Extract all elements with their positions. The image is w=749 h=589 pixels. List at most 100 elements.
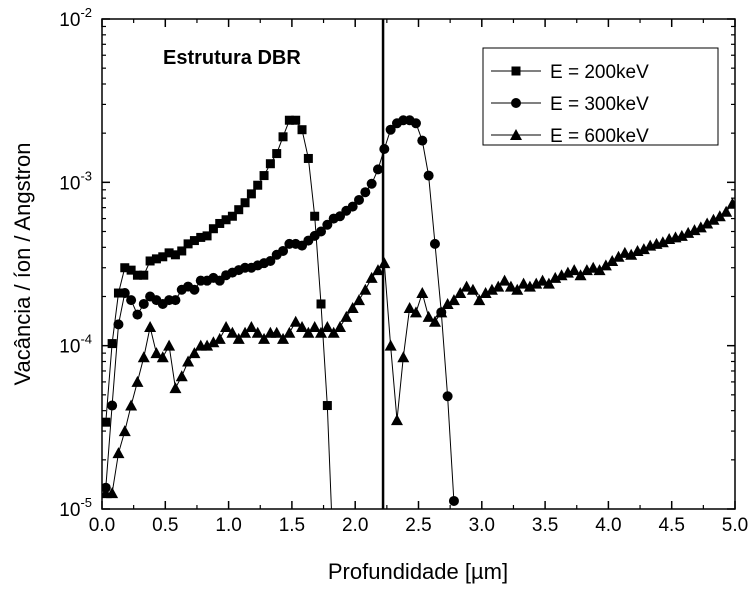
data-point bbox=[177, 246, 187, 256]
legend-marker bbox=[511, 66, 521, 76]
data-point bbox=[340, 310, 353, 322]
x-tick-label: 3.5 bbox=[532, 515, 558, 536]
data-point bbox=[258, 332, 271, 344]
data-point bbox=[447, 294, 460, 306]
data-point bbox=[448, 495, 459, 506]
data-point bbox=[221, 215, 231, 225]
data-point bbox=[196, 232, 206, 242]
data-point bbox=[316, 226, 327, 237]
data-point bbox=[397, 351, 410, 363]
data-point bbox=[164, 248, 174, 258]
data-point bbox=[265, 255, 276, 266]
data-point bbox=[296, 321, 309, 333]
data-point bbox=[138, 298, 149, 309]
data-point bbox=[442, 391, 453, 402]
data-point bbox=[169, 382, 182, 394]
legend-label: E = 300keV bbox=[550, 94, 649, 115]
data-point bbox=[422, 310, 435, 322]
data-point bbox=[352, 294, 365, 306]
series-circle bbox=[102, 115, 459, 506]
data-point bbox=[126, 295, 137, 306]
data-point bbox=[568, 264, 581, 276]
data-point bbox=[473, 294, 486, 306]
data-point bbox=[454, 287, 467, 299]
legend-marker bbox=[510, 129, 522, 140]
data-point bbox=[102, 417, 111, 427]
data-point bbox=[278, 245, 289, 256]
x-tick-label: 4.5 bbox=[658, 515, 684, 536]
data-point bbox=[283, 326, 296, 338]
data-point bbox=[158, 252, 168, 262]
legend-marker bbox=[511, 98, 521, 108]
data-point bbox=[517, 277, 530, 289]
y-tick-label: 10-5 bbox=[59, 495, 92, 521]
data-point bbox=[409, 306, 422, 318]
data-point bbox=[504, 280, 517, 292]
data-point bbox=[310, 211, 320, 221]
data-point bbox=[416, 287, 429, 299]
data-point bbox=[156, 351, 169, 363]
data-point bbox=[251, 326, 264, 338]
data-point bbox=[612, 250, 625, 262]
y-tick-label: 10-2 bbox=[59, 5, 92, 31]
data-point bbox=[278, 132, 288, 142]
data-point bbox=[321, 321, 334, 333]
legend: E = 200keV E = 300keV E = 600keV bbox=[482, 47, 719, 147]
data-point bbox=[175, 370, 188, 382]
data-point bbox=[272, 149, 282, 159]
data-point bbox=[239, 326, 252, 338]
data-point bbox=[119, 288, 130, 299]
data-point bbox=[150, 347, 163, 359]
data-point bbox=[707, 213, 720, 225]
data-point bbox=[125, 399, 138, 411]
data-point bbox=[182, 355, 195, 367]
data-point bbox=[277, 332, 290, 344]
data-point bbox=[417, 135, 428, 146]
data-point bbox=[429, 238, 440, 249]
data-point bbox=[144, 321, 157, 333]
data-point bbox=[523, 280, 536, 292]
x-tick-label: 0.0 bbox=[89, 515, 115, 536]
data-point bbox=[315, 326, 328, 338]
data-point bbox=[423, 170, 434, 181]
data-point bbox=[485, 283, 498, 295]
data-point bbox=[346, 302, 359, 314]
data-point bbox=[682, 226, 695, 238]
data-point bbox=[726, 197, 735, 209]
data-point bbox=[189, 236, 199, 246]
data-point bbox=[322, 219, 333, 230]
y-tick-label: 10-3 bbox=[59, 168, 92, 194]
ticks-layer: 0.0 0.5 1.0 1.5 2.0 2.5 3.0 3.5 4.0 4.5 5.0 10-5 10-… bbox=[59, 5, 748, 536]
data-point bbox=[112, 447, 125, 459]
data-point bbox=[188, 347, 201, 359]
data-point bbox=[232, 332, 245, 344]
data-point bbox=[151, 254, 161, 264]
data-point bbox=[113, 319, 124, 330]
x-tick-label: 1.0 bbox=[215, 515, 241, 536]
data-point bbox=[131, 375, 144, 387]
data-point bbox=[240, 198, 250, 208]
x-tick-label: 5.0 bbox=[722, 515, 748, 536]
data-point bbox=[435, 306, 448, 318]
data-point bbox=[334, 321, 347, 333]
data-point bbox=[542, 277, 555, 289]
data-point bbox=[694, 221, 707, 233]
data-point bbox=[291, 115, 301, 125]
series-layer bbox=[102, 115, 735, 509]
data-point bbox=[113, 288, 123, 298]
data-point bbox=[316, 299, 326, 309]
data-point bbox=[353, 194, 364, 205]
data-point bbox=[574, 269, 587, 281]
data-point bbox=[107, 400, 118, 411]
data-point bbox=[384, 339, 397, 351]
data-point bbox=[441, 297, 454, 309]
data-point bbox=[303, 153, 313, 163]
data-point bbox=[637, 243, 650, 255]
x-tick-label: 2.0 bbox=[342, 515, 368, 536]
data-point bbox=[466, 283, 479, 295]
data-point bbox=[360, 187, 371, 198]
dbr-annotation: Estrutura DBR bbox=[163, 47, 301, 69]
data-point bbox=[253, 180, 263, 190]
data-point bbox=[606, 254, 619, 266]
